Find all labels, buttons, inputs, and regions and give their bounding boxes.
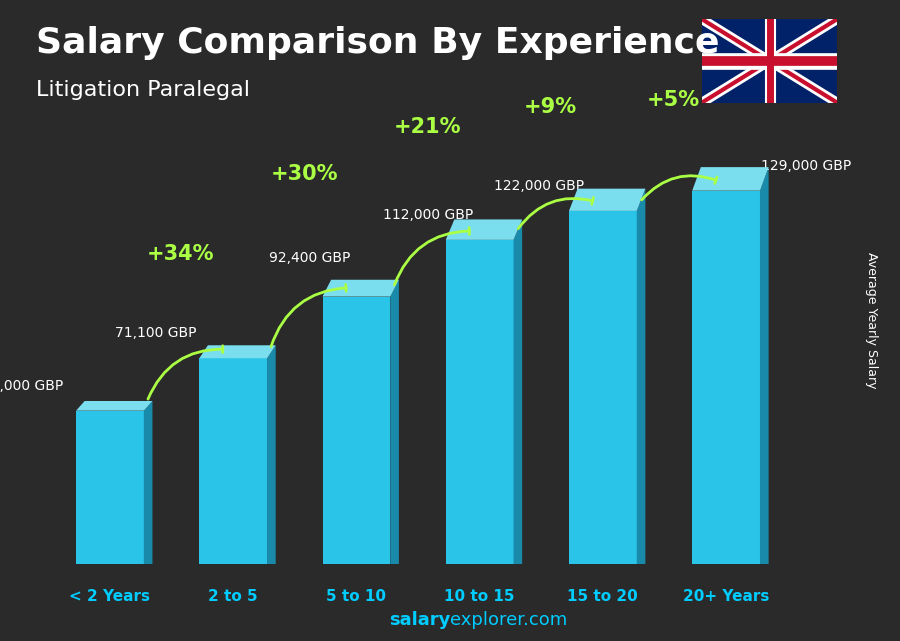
- Polygon shape: [199, 345, 275, 358]
- Text: +30%: +30%: [270, 165, 338, 185]
- Bar: [199, 358, 267, 564]
- Text: +34%: +34%: [147, 244, 214, 264]
- Polygon shape: [637, 188, 645, 564]
- Polygon shape: [760, 167, 769, 564]
- Polygon shape: [144, 401, 152, 564]
- Polygon shape: [569, 188, 645, 211]
- Text: +5%: +5%: [647, 90, 700, 110]
- Bar: [322, 297, 391, 564]
- Text: 5 to 10: 5 to 10: [327, 588, 386, 604]
- Text: 71,100 GBP: 71,100 GBP: [114, 326, 196, 340]
- Text: 122,000 GBP: 122,000 GBP: [494, 179, 584, 193]
- Polygon shape: [692, 167, 769, 190]
- Text: 112,000 GBP: 112,000 GBP: [383, 208, 473, 222]
- Text: 15 to 20: 15 to 20: [568, 588, 638, 604]
- Bar: [76, 411, 144, 564]
- Polygon shape: [391, 279, 399, 564]
- Text: 20+ Years: 20+ Years: [683, 588, 770, 604]
- Text: 10 to 15: 10 to 15: [445, 588, 515, 604]
- Text: explorer.com: explorer.com: [450, 612, 567, 629]
- Polygon shape: [514, 219, 522, 564]
- Polygon shape: [446, 219, 522, 240]
- Text: +21%: +21%: [393, 117, 461, 137]
- Polygon shape: [322, 279, 399, 297]
- Text: Average Yearly Salary: Average Yearly Salary: [865, 253, 878, 388]
- Text: 92,400 GBP: 92,400 GBP: [269, 251, 350, 265]
- Text: Salary Comparison By Experience: Salary Comparison By Experience: [36, 26, 719, 60]
- Text: +9%: +9%: [524, 97, 577, 117]
- Text: 53,000 GBP: 53,000 GBP: [0, 379, 63, 393]
- Text: 129,000 GBP: 129,000 GBP: [760, 159, 850, 172]
- Text: < 2 Years: < 2 Years: [69, 588, 150, 604]
- Text: 2 to 5: 2 to 5: [209, 588, 258, 604]
- Text: salary: salary: [389, 612, 450, 629]
- Bar: [446, 240, 514, 564]
- Polygon shape: [76, 401, 152, 411]
- Bar: [569, 211, 637, 564]
- Polygon shape: [267, 345, 275, 564]
- Bar: [692, 190, 760, 564]
- Text: Litigation Paralegal: Litigation Paralegal: [36, 80, 250, 100]
